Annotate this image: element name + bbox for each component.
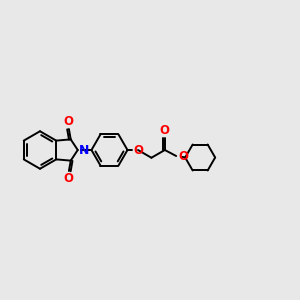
Text: O: O — [179, 150, 189, 163]
Text: N: N — [79, 143, 89, 157]
Text: O: O — [160, 124, 170, 136]
Text: O: O — [63, 172, 73, 185]
Text: O: O — [63, 115, 73, 128]
Text: O: O — [134, 143, 143, 157]
